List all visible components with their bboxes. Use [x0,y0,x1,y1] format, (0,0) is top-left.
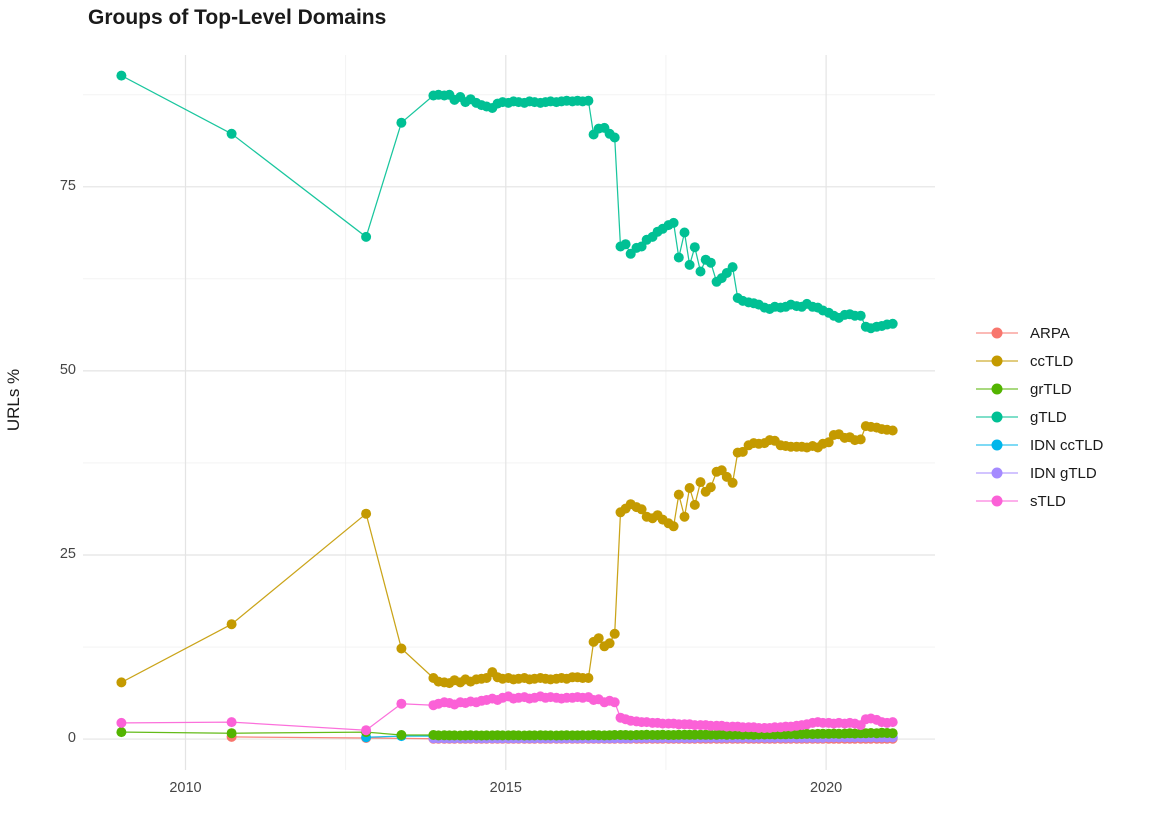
data-point [673,252,684,263]
legend-key-icon [976,495,1018,507]
data-point [361,508,372,519]
chart-title: Groups of Top-Level Domains [88,6,387,29]
data-point [823,437,834,448]
data-point [684,259,695,270]
series-sTLD [116,691,898,736]
legend-item-label: ARPA [1030,324,1070,342]
legend-item-IDN-gTLD: IDN gTLD [974,459,1103,487]
data-point [361,725,372,736]
data-point [689,242,700,253]
legend-item-gTLD: gTLD [974,403,1103,431]
legend-item-label: grTLD [1030,380,1072,398]
data-point [695,266,706,277]
data-point [396,643,407,654]
legend-item-label: ccTLD [1030,352,1074,370]
y-axis-title: URLs % [4,368,23,432]
legend-item-sTLD: sTLD [974,487,1103,515]
data-point [226,128,237,139]
series-grTLD [116,727,898,741]
legend-item-label: IDN gTLD [1030,464,1097,482]
data-point [116,717,127,728]
y-tick-label: 75 [59,177,76,194]
series-ccTLD [116,421,898,689]
data-point [705,257,716,268]
legend-item-grTLD: grTLD [974,375,1103,403]
data-point [727,262,738,273]
data-point [887,728,898,739]
data-point [116,70,127,81]
data-point [705,482,716,493]
y-tick-label: 25 [59,545,76,562]
data-point [593,633,604,644]
data-point [636,504,647,515]
data-point [620,239,631,250]
legend: ARPA ccTLD grTLD gTLD IDN ccTLD IDN gTLD sTLD [974,319,1103,515]
series-gTLD [116,70,898,334]
legend-key-icon [976,439,1018,451]
data-point [887,425,898,436]
legend-item-ARPA: ARPA [974,319,1103,347]
data-point [609,132,620,143]
data-point [396,698,407,709]
legend-item-IDN-ccTLD: IDN ccTLD [974,431,1103,459]
data-point [679,227,690,238]
data-point [727,477,738,488]
x-tick-label: 2015 [489,780,522,796]
panel-grid [83,55,935,770]
data-point [689,499,700,510]
data-point [887,717,898,728]
data-point [855,434,866,445]
data-point [583,673,594,683]
data-point [604,638,615,649]
series-line [121,75,893,329]
legend-item-ccTLD: ccTLD [974,347,1103,375]
data-point [116,677,127,688]
legend-key-icon [976,383,1018,395]
data-point [887,318,898,329]
data-point [673,489,684,500]
legend-key-icon [976,467,1018,479]
data-point [609,697,620,708]
data-point [855,310,866,321]
legend-item-label: sTLD [1030,492,1066,510]
data-point [226,619,237,630]
data-point [668,521,679,532]
x-tick-label: 2020 [809,780,843,796]
data-point [668,217,679,228]
data-point [226,717,237,728]
data-point [396,730,407,740]
data-point [396,117,407,128]
legend-key-icon [976,355,1018,367]
y-tick-label: 0 [67,730,76,747]
legend-item-label: IDN ccTLD [1030,436,1104,454]
data-point [583,95,594,106]
data-point [116,727,127,738]
data-point [361,231,372,242]
data-point [226,728,237,739]
legend-key-icon [976,327,1018,339]
y-tick-label: 50 [59,361,76,378]
data-point [684,483,695,493]
data-point [737,446,748,457]
x-tick-label: 2010 [169,780,202,796]
legend-item-label: gTLD [1030,408,1067,426]
data-point [695,477,706,488]
data-point [609,628,620,639]
data-point [679,511,690,522]
legend-key-icon [976,411,1018,423]
